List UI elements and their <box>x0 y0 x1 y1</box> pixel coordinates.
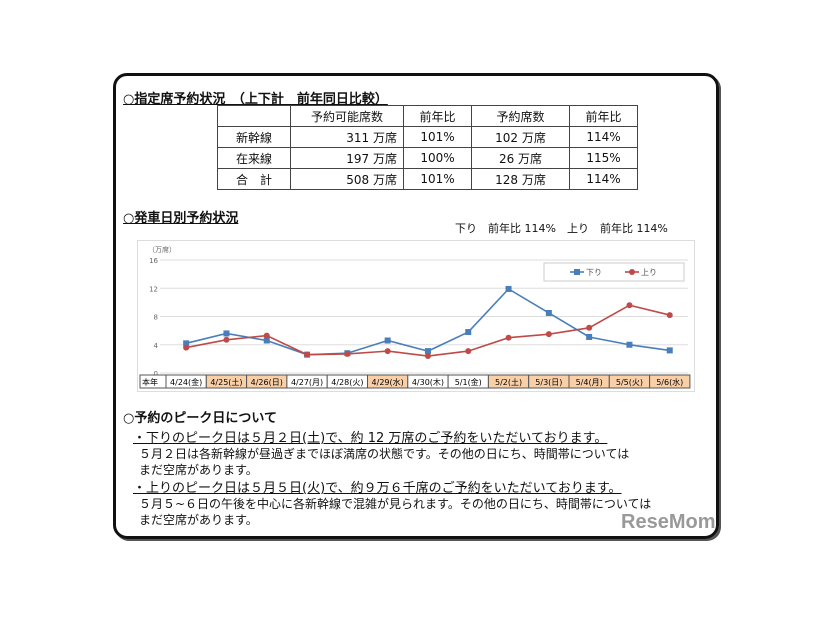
data-point <box>505 334 512 341</box>
cell: 在来線 <box>217 147 291 169</box>
cell: 101% <box>403 168 472 190</box>
y-axis-label: （万席） <box>148 245 176 254</box>
peak-up-line: ・上りのピーク日は５月５日(火)で、約９万６千席のご予約をいただいております。 <box>133 481 622 496</box>
row-label: 本年 <box>142 377 158 387</box>
legend-marker <box>574 269 580 275</box>
peak-down-detail: ５月２日は各新幹線が昼過ぎまでほぼ満席の状態です。その他の日にち、時間帯について… <box>139 447 630 461</box>
cell: 114% <box>569 126 638 148</box>
header-cell <box>217 105 291 127</box>
resemom-logo: ReseMom <box>621 511 716 533</box>
table-row: 新幹線 311 万席 101% 102 万席 114% <box>217 126 638 148</box>
data-point <box>545 309 552 316</box>
section-title-peak: ○予約のピーク日について <box>123 411 277 426</box>
x-tick-label: 5/6(水) <box>656 377 683 387</box>
x-tick-label: 5/3(日) <box>535 378 562 387</box>
table-row: 合 計 508 万席 101% 128 万席 114% <box>217 168 638 190</box>
x-tick-label: 4/24(金) <box>170 377 202 387</box>
y-tick-label: 4 <box>154 342 159 350</box>
peak-down-line: ・下りのピーク日は５月２日(土)で、約 12 万席のご予約をいただいております。 <box>133 431 608 446</box>
data-point <box>465 329 472 336</box>
reservation-table: 予約可能席数 前年比 予約席数 前年比 新幹線 311 万席 101% 102 万席 1… <box>217 105 638 190</box>
data-point <box>263 337 270 344</box>
cell: 102 万席 <box>471 126 570 148</box>
x-tick-label: 4/29(水) <box>372 377 404 387</box>
data-point <box>263 332 270 339</box>
data-point <box>626 341 633 348</box>
x-tick-label: 4/27(月) <box>291 378 323 387</box>
cell: 115% <box>569 147 638 169</box>
cell: 311 万席 <box>290 126 404 148</box>
section-title-daily: ○発車日別予約状況 <box>123 211 239 226</box>
cell: 114% <box>569 168 638 190</box>
y-tick-label: 8 <box>154 314 158 322</box>
data-point <box>344 350 351 357</box>
data-point <box>384 337 391 344</box>
data-point <box>505 285 512 292</box>
x-tick-label: 4/25(土) <box>210 377 242 387</box>
peak-up-detail-2: まだ空席があります。 <box>139 513 258 527</box>
data-point <box>223 330 230 337</box>
table-row: 在来線 197 万席 100% 26 万席 115% <box>217 147 638 169</box>
data-point <box>424 348 431 355</box>
header-cell: 予約可能席数 <box>290 105 404 127</box>
cell: 合 計 <box>217 168 291 190</box>
header-cell: 前年比 <box>403 105 472 127</box>
cell: 26 万席 <box>471 147 570 169</box>
peak-down-detail-2: まだ空席があります。 <box>139 463 258 477</box>
legend-marker <box>629 269 635 275</box>
x-tick-label: 5/4(月) <box>576 378 603 387</box>
peak-up-detail: ５月５~６日の午後を中心に各新幹線で混雑が見られます。その他の日にち、時間帯につ… <box>139 497 652 511</box>
section-title-reservations: ○指定席予約状況 （上下計 前年同日比較） <box>123 92 388 107</box>
header-cell: 前年比 <box>569 105 638 127</box>
header-cell: 予約席数 <box>471 105 570 127</box>
data-point <box>223 336 230 343</box>
data-point <box>384 348 391 355</box>
data-point <box>666 312 673 319</box>
cell: 128 万席 <box>471 168 570 190</box>
cell: 100% <box>403 147 472 169</box>
legend-label: 下り <box>586 268 602 277</box>
x-tick-label: 5/2(土) <box>495 377 522 387</box>
data-point <box>424 353 431 360</box>
table-header-row: 予約可能席数 前年比 予約席数 前年比 <box>217 105 638 127</box>
data-point <box>465 348 472 355</box>
document-frame <box>113 73 719 539</box>
x-tick-label: 4/26(日) <box>251 378 283 387</box>
data-point <box>183 340 190 347</box>
x-tick-label: 5/5(火) <box>616 378 643 387</box>
data-point <box>586 324 593 331</box>
x-tick-label: 4/30(木) <box>412 377 444 387</box>
cell: 101% <box>403 126 472 148</box>
y-tick-label: 16 <box>149 257 158 265</box>
category-cell <box>649 374 691 389</box>
data-point <box>666 347 673 354</box>
data-point <box>545 331 552 338</box>
x-tick-label: 5/1(金) <box>455 377 482 387</box>
y-tick-label: 0 <box>154 370 158 378</box>
cell: 新幹線 <box>217 126 291 148</box>
cell: 508 万席 <box>290 168 404 190</box>
y-tick-label: 12 <box>149 285 158 293</box>
yoy-summary: 下り 前年比 114% 上り 前年比 114% <box>455 222 668 235</box>
legend-box <box>543 262 685 282</box>
data-point <box>586 333 593 340</box>
legend-label: 上り <box>641 268 657 277</box>
x-tick-label: 4/28(火) <box>331 378 363 387</box>
data-point <box>183 344 190 351</box>
chart-svg: （万席） 0 4 8 12 16 本年 4/24(金) 4/25(土) 4/26(日) 4/27(月… <box>139 245 691 389</box>
data-point <box>304 351 311 358</box>
line-chart: （万席） 0 4 8 12 16 本年 4/24(金) 4/25(土) 4/26(日) 4/27(月… <box>137 240 695 392</box>
cell: 197 万席 <box>290 147 404 169</box>
data-point <box>626 302 633 309</box>
